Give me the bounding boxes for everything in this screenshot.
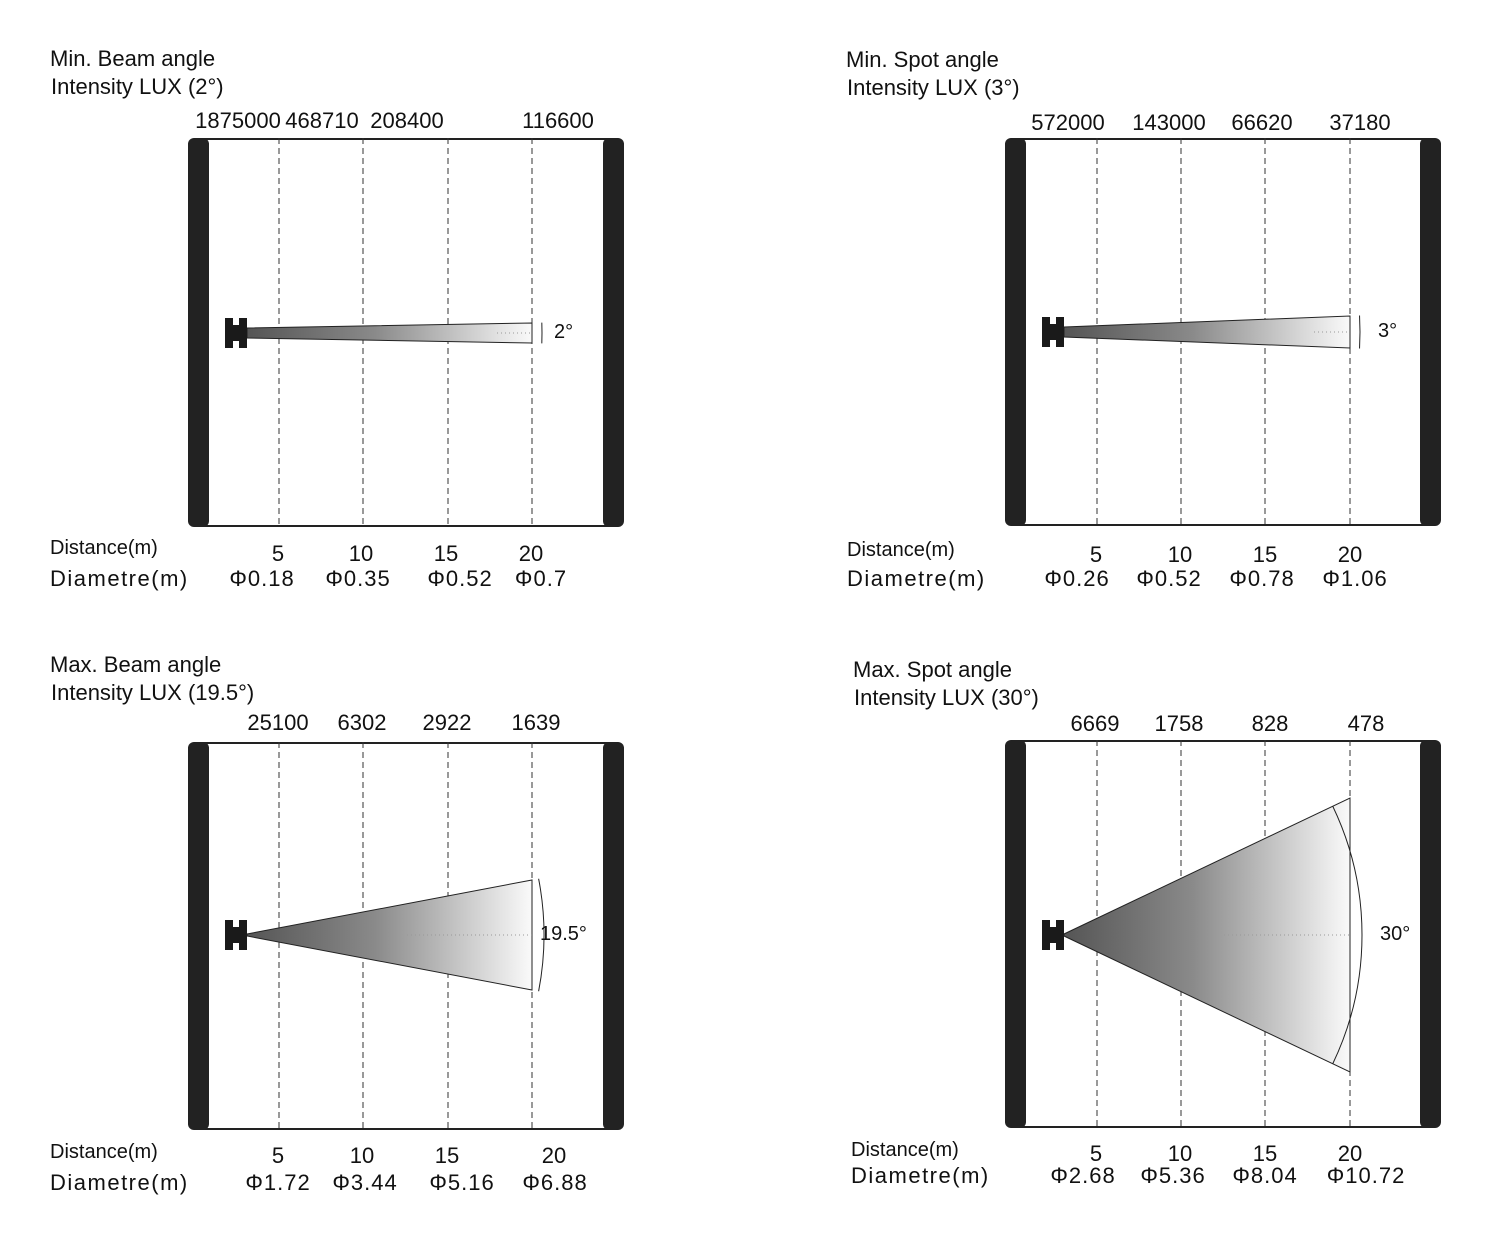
distance-value: 5: [1089, 1141, 1103, 1166]
lux-value: 6302: [337, 710, 387, 735]
intensity-label: Intensity LUX (19.5°): [51, 680, 255, 705]
diameter-value: Φ6.88: [522, 1170, 588, 1195]
intensity-label: Intensity LUX (3°): [847, 75, 1020, 100]
distance-value: 20: [1337, 1141, 1363, 1166]
lux-value: 143000: [1132, 110, 1206, 135]
lux-value: 1639: [511, 710, 561, 735]
distance-value: 10: [1167, 542, 1193, 567]
diameter-value: Φ1.06: [1322, 566, 1388, 591]
angle-label: 3°: [1378, 320, 1398, 342]
distance-label: Distance(m): [50, 1141, 158, 1163]
distance-value: 20: [518, 541, 544, 566]
lux-value: 25100: [247, 710, 309, 735]
diametre-label: Diametre(m): [847, 566, 986, 591]
diameter-value: Φ1.72: [245, 1170, 311, 1195]
lux-value: 572000: [1031, 110, 1105, 135]
diameter-value: Φ0.18: [229, 566, 295, 591]
diameter-value: Φ0.78: [1229, 566, 1295, 591]
diametre-label: Diametre(m): [50, 1170, 189, 1195]
intensity-label: Intensity LUX (30°): [854, 685, 1039, 710]
distance-value: 10: [348, 541, 374, 566]
panel-title: Max. Beam angle: [50, 652, 222, 677]
fixture-icon: [225, 920, 247, 950]
lux-value: 208400: [370, 108, 444, 133]
lux-value: 468710: [285, 108, 359, 133]
distance-label: Distance(m): [50, 537, 158, 559]
angle-arc: [1332, 806, 1363, 1064]
diameter-value: Φ8.04: [1232, 1163, 1298, 1188]
diameter-value: Φ2.68: [1050, 1163, 1116, 1188]
distance-value: 20: [1337, 542, 1363, 567]
panel-title: Min. Beam angle: [50, 46, 216, 71]
right-wall: [603, 742, 624, 1130]
distance-value: 20: [541, 1143, 567, 1168]
beam-panel: [1005, 138, 1441, 526]
right-wall: [603, 138, 624, 527]
diametre-label: Diametre(m): [851, 1163, 990, 1188]
left-wall: [1005, 740, 1026, 1128]
angle-label: 30°: [1380, 923, 1411, 945]
angle-arc: [538, 878, 545, 992]
lux-value: 1758: [1154, 711, 1204, 736]
beam-panel: [188, 742, 624, 1130]
beam-panel: [1005, 740, 1441, 1128]
lux-value: 828: [1251, 711, 1289, 736]
distance-value: 15: [1252, 1141, 1278, 1166]
diameter-value: Φ0.26: [1044, 566, 1110, 591]
distance-value: 5: [271, 1143, 285, 1168]
lux-value: 66620: [1231, 110, 1293, 135]
diameter-value: Φ0.52: [1136, 566, 1202, 591]
left-wall: [188, 138, 209, 527]
left-wall: [188, 742, 209, 1130]
distance-value: 10: [1167, 1141, 1193, 1166]
beam-panel: [188, 138, 624, 527]
diameter-value: Φ5.16: [429, 1170, 495, 1195]
panel-title: Min. Spot angle: [846, 47, 999, 72]
right-wall: [1420, 138, 1441, 526]
diameter-value: Φ0.52: [427, 566, 493, 591]
distance-label: Distance(m): [851, 1139, 959, 1161]
distance-value: 10: [349, 1143, 375, 1168]
diameter-value: Φ10.72: [1326, 1163, 1406, 1188]
angle-label: 19.5°: [540, 923, 587, 945]
distance-label: Distance(m): [847, 539, 955, 561]
distance-value: 15: [433, 541, 459, 566]
lux-value: 478: [1347, 711, 1385, 736]
fixture-icon: [225, 318, 247, 348]
distance-value: 5: [1089, 542, 1103, 567]
diametre-label: Diametre(m): [50, 566, 189, 591]
fixture-icon: [1042, 317, 1064, 347]
lux-value: 2922: [422, 710, 472, 735]
right-wall: [1420, 740, 1441, 1128]
angle-label: 2°: [554, 321, 574, 343]
diameter-value: Φ0.7: [514, 566, 568, 591]
left-wall: [1005, 138, 1026, 526]
intensity-label: Intensity LUX (2°): [51, 74, 224, 99]
lux-value: 6669: [1070, 711, 1120, 736]
lux-value: 37180: [1329, 110, 1391, 135]
diameter-value: Φ3.44: [332, 1170, 398, 1195]
diameter-value: Φ0.35: [325, 566, 391, 591]
lux-value: 1875000: [195, 108, 281, 133]
distance-value: 5: [271, 541, 285, 566]
lux-value: 116600: [522, 108, 594, 133]
fixture-icon: [1042, 920, 1064, 950]
diameter-value: Φ5.36: [1140, 1163, 1206, 1188]
distance-value: 15: [434, 1143, 460, 1168]
panel-title: Max. Spot angle: [853, 657, 1012, 682]
distance-value: 15: [1252, 542, 1278, 567]
